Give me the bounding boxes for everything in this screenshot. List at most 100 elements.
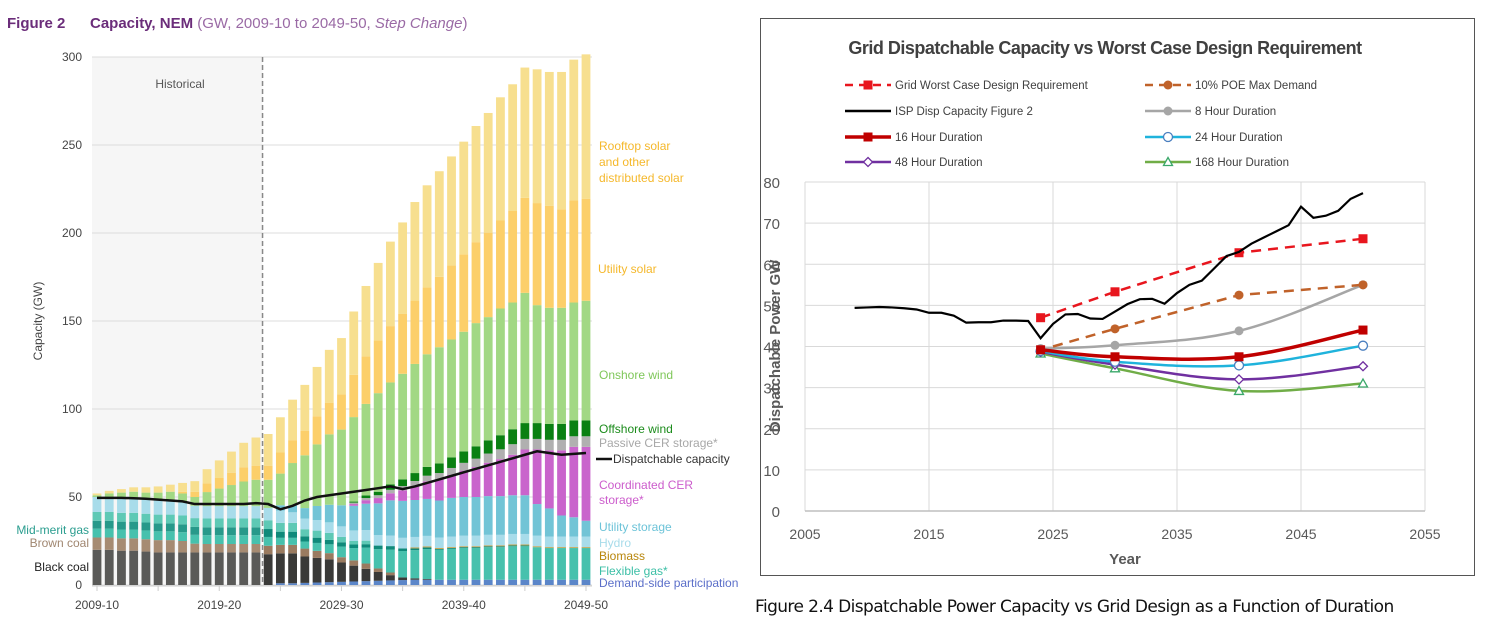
bar-segment bbox=[520, 449, 530, 496]
bar-segment bbox=[532, 449, 542, 505]
bar-segment bbox=[520, 197, 530, 293]
bar-segment bbox=[508, 544, 518, 546]
bar-segment bbox=[483, 232, 493, 318]
bar-segment bbox=[422, 579, 432, 580]
bar-stack bbox=[300, 384, 310, 585]
series-label: Brown coal bbox=[30, 536, 89, 550]
bar-segment bbox=[544, 205, 554, 308]
figure-title: Capacity, NEM (GW, 2009-10 to 2049-50, S… bbox=[90, 15, 467, 32]
bar-segment bbox=[300, 518, 310, 530]
bar-segment bbox=[349, 502, 359, 505]
bar-segment bbox=[214, 527, 224, 536]
bar-segment bbox=[129, 529, 139, 539]
bar-segment bbox=[361, 498, 371, 501]
series-line bbox=[1040, 237, 1364, 319]
bar-segment bbox=[214, 518, 224, 528]
legend-item: 16 Hour Duration bbox=[845, 132, 983, 144]
legend-label: and other bbox=[599, 155, 650, 169]
bar-segment bbox=[373, 340, 383, 394]
bar-segment bbox=[385, 580, 395, 585]
x-tick-label: 2029-30 bbox=[319, 598, 363, 612]
bar-segment bbox=[459, 535, 469, 547]
bar-segment bbox=[251, 552, 261, 585]
bar-segment bbox=[129, 512, 139, 522]
bar-segment bbox=[288, 522, 298, 532]
bar-segment bbox=[117, 529, 126, 539]
bar-segment bbox=[227, 518, 236, 528]
bar-segment bbox=[92, 528, 102, 538]
bar-segment bbox=[202, 506, 212, 519]
bar-segment bbox=[178, 532, 187, 541]
bar-segment bbox=[141, 513, 151, 523]
bar-segment bbox=[508, 495, 518, 534]
bar-segment bbox=[251, 506, 261, 519]
bar-stack bbox=[471, 125, 481, 585]
bar-segment bbox=[227, 535, 236, 544]
bar-segment bbox=[92, 495, 102, 497]
bar-segment bbox=[447, 156, 456, 266]
y-axis-title: Capacity (GW) bbox=[31, 282, 45, 361]
bar-segment bbox=[410, 202, 420, 301]
figure-title-sub: (GW, 2009-10 to 2049-50, Step Change) bbox=[197, 15, 467, 32]
bar-segment bbox=[275, 544, 285, 554]
bar-segment bbox=[92, 493, 102, 496]
dispatchable-capacity-line bbox=[97, 449, 587, 511]
y-tick-label: 300 bbox=[62, 50, 82, 64]
bar-segment bbox=[117, 512, 126, 522]
series-line bbox=[1040, 328, 1364, 361]
bar-segment bbox=[459, 547, 469, 549]
bar-segment bbox=[288, 463, 298, 506]
bar-segment bbox=[165, 523, 175, 532]
bar-segment bbox=[239, 442, 249, 468]
bar-segment bbox=[239, 506, 249, 519]
bar-segment bbox=[288, 531, 298, 538]
bar-stack bbox=[288, 399, 298, 585]
bar-segment bbox=[361, 581, 371, 585]
bar-segment bbox=[129, 550, 139, 585]
bar-segment bbox=[544, 536, 554, 548]
bar-segment bbox=[373, 545, 383, 550]
bar-stack bbox=[202, 469, 212, 585]
bar-segment bbox=[569, 200, 579, 303]
bar-segment bbox=[214, 552, 224, 585]
bar-segment bbox=[532, 423, 542, 439]
bar-segment bbox=[557, 536, 566, 548]
bar-segment bbox=[496, 534, 505, 546]
bar-segment bbox=[471, 535, 481, 547]
bar-segment bbox=[337, 536, 346, 543]
bar-segment bbox=[141, 551, 151, 585]
bar-segment bbox=[410, 300, 420, 364]
bar-segment bbox=[361, 500, 371, 504]
marker-square bbox=[863, 80, 873, 90]
bar-segment bbox=[520, 292, 530, 424]
bar-segment bbox=[422, 475, 432, 482]
bar-segment bbox=[312, 542, 322, 551]
bar-segment bbox=[153, 552, 163, 585]
bar-segment bbox=[288, 399, 298, 441]
marker-diamond-open bbox=[1357, 360, 1369, 372]
legend-item: Grid Worst Case Design Requirement bbox=[845, 80, 1089, 92]
legend-label: Offshore wind bbox=[599, 422, 673, 436]
bar-segment bbox=[190, 552, 200, 585]
bar-segment bbox=[214, 477, 224, 489]
series-label: Black coal bbox=[34, 560, 89, 574]
bar-segment bbox=[141, 499, 151, 514]
bar-segment bbox=[178, 524, 187, 533]
bar-stack bbox=[324, 349, 334, 585]
marker-circle-open bbox=[1233, 360, 1245, 371]
y-axis-title: Dispatchable Power GW bbox=[767, 259, 784, 432]
bar-segment bbox=[434, 537, 444, 549]
bar-segment bbox=[557, 71, 566, 210]
bar-segment bbox=[434, 171, 444, 277]
bar-stack bbox=[398, 222, 408, 585]
bar-segment bbox=[496, 546, 505, 548]
legend-label: Onshore wind bbox=[599, 368, 673, 382]
legend-item: 24 Hour Duration bbox=[1145, 131, 1283, 144]
bar-segment bbox=[483, 440, 493, 454]
bar-segment bbox=[434, 479, 444, 501]
bar-segment bbox=[422, 547, 432, 550]
bar-segment bbox=[520, 67, 530, 198]
bar-segment bbox=[422, 579, 432, 585]
bar-segment bbox=[263, 507, 273, 521]
bar-segment bbox=[153, 514, 163, 524]
